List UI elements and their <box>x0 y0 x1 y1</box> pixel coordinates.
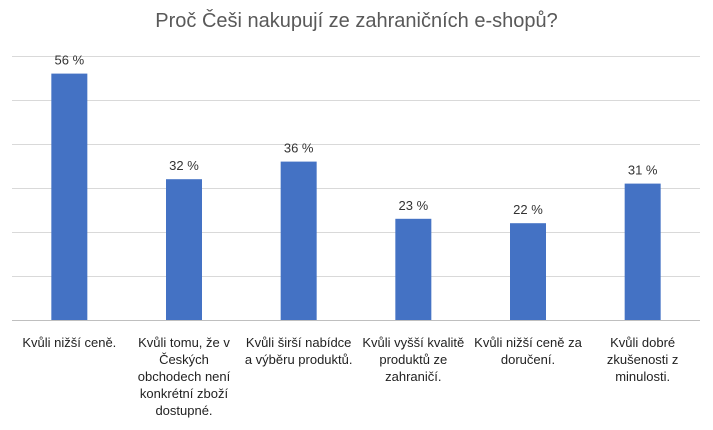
category-label: Kvůli vyšší kvalitě produktů ze zahranič… <box>362 335 465 384</box>
data-label: 56 % <box>55 53 85 68</box>
gridlines <box>12 56 700 321</box>
data-labels: 56 % 32 % 36 % 23 % 22 % 31 % <box>55 53 658 218</box>
category-label: Kvůli širší nabídce a výběru produktů. <box>244 335 353 367</box>
data-label: 36 % <box>284 141 314 156</box>
bar <box>51 73 88 320</box>
data-label: 23 % <box>399 198 429 213</box>
chart-title: Proč Češi nakupují ze zahraničních e-sho… <box>155 10 558 32</box>
category-label: Kvůli tomu, že v Českých obchodech není … <box>137 335 231 418</box>
bar <box>166 179 202 320</box>
data-label: 22 % <box>513 202 543 217</box>
bar <box>510 223 546 320</box>
bar <box>395 218 432 320</box>
category-label: Kvůli nižší ceně. <box>22 335 117 350</box>
category-label: Kvůli dobré zkušenosti z minulosti. <box>606 335 679 384</box>
data-label: 31 % <box>628 163 658 178</box>
bars <box>51 73 661 320</box>
category-label: Kvůli nižší ceně za doručení. <box>474 335 582 367</box>
data-label: 32 % <box>169 158 199 173</box>
bar <box>280 161 317 320</box>
bar <box>624 183 661 320</box>
